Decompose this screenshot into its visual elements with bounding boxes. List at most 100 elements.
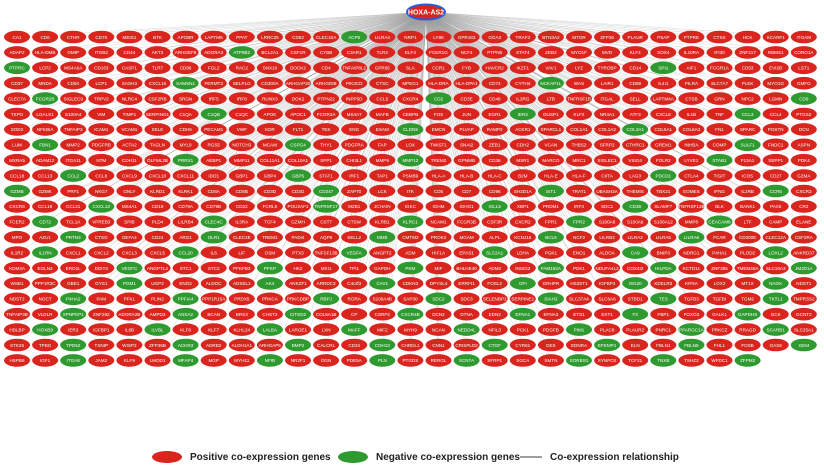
gene-node[interactable]: ADM2 [481,261,508,275]
gene-node[interactable]: C4orf3 [341,277,368,290]
gene-node[interactable]: EDNRA [566,338,592,352]
gene-node[interactable]: HK2 [285,261,311,275]
gene-node[interactable]: ADRB2 [200,338,227,352]
gene-node[interactable]: HS3ST1 [566,277,592,290]
gene-node[interactable]: LCP1 [88,76,115,90]
gene-node[interactable]: VIM [88,107,115,121]
gene-node[interactable]: IL10RA [678,46,705,59]
gene-node[interactable]: CCR5 [762,184,789,198]
gene-node[interactable]: MGAM [453,230,480,244]
gene-node[interactable]: CDH5 [172,123,199,136]
gene-node[interactable]: TPI1 [341,261,368,275]
gene-node[interactable]: CYR61 [509,338,536,352]
gene-node[interactable]: NCKAP1L [537,76,564,90]
gene-node[interactable]: VEGFC [116,261,143,275]
gene-node[interactable]: TAP1 [369,169,396,182]
gene-node[interactable]: IFI30 [706,46,733,59]
gene-node[interactable]: DOCK2 [285,61,311,75]
gene-node[interactable]: PFKL [116,292,143,306]
gene-node[interactable]: NDST1 [790,277,817,290]
gene-node[interactable]: LRRC25 [256,30,283,44]
gene-node[interactable]: KLHL24 [228,323,255,336]
gene-node[interactable]: FCER2 [4,215,30,229]
gene-node[interactable]: COL10A1 [285,153,311,167]
gene-node[interactable]: SNAI2 [453,138,480,152]
gene-node[interactable]: GPR183 [453,30,480,44]
gene-node[interactable]: FAM162A [537,261,564,275]
gene-node[interactable]: TIMP1 [116,107,143,121]
gene-node[interactable]: CD38 [622,200,649,213]
gene-node[interactable]: STC2 [200,261,227,275]
gene-node[interactable]: HLA-E [537,169,564,182]
gene-node[interactable]: IRF5 [200,92,227,105]
gene-node[interactable]: CTLA4 [678,169,705,182]
gene-node[interactable]: GMFG [790,76,817,90]
gene-node[interactable]: ANKZF1 [285,277,311,290]
gene-node[interactable]: CHRDL1 [397,338,424,352]
gene-node[interactable]: PAM [88,292,115,306]
gene-node[interactable]: NTM [88,153,115,167]
gene-node[interactable]: CAMP [762,215,789,229]
gene-node[interactable]: CHST2 [256,307,283,321]
gene-node[interactable]: NCAN [425,323,452,336]
gene-node[interactable]: PRF1 [60,184,87,198]
gene-node[interactable]: PFKFB3 [228,261,255,275]
gene-node[interactable]: XBP1 [509,200,536,213]
gene-node[interactable]: ATP8B2 [228,46,255,59]
gene-node[interactable]: ALDOA [594,246,621,259]
gene-node[interactable]: TMPRSS2 [790,292,817,306]
gene-node[interactable]: LY86 [425,30,452,44]
gene-node[interactable]: ADM [397,246,424,259]
gene-node[interactable]: CD86 [172,61,199,75]
gene-node[interactable]: ITK [397,184,424,198]
gene-node[interactable]: APOBR [172,30,199,44]
gene-node[interactable]: SIGLEC1 [594,153,621,167]
gene-node[interactable]: CTSS [706,30,733,44]
gene-node[interactable]: COL3A1 [622,123,649,136]
gene-node[interactable]: GAPDHS [734,307,761,321]
gene-node[interactable]: MPO [4,230,30,244]
gene-node[interactable]: NCAM1 [425,215,452,229]
gene-node[interactable]: CXCR3 [790,184,817,198]
gene-node[interactable]: BHLHE40 [453,261,480,275]
gene-node[interactable]: OSM [256,246,283,259]
gene-node[interactable]: IL1RN [32,246,59,259]
gene-node[interactable]: KCNJ15 [509,230,536,244]
gene-node[interactable]: FCGR1A [706,61,733,75]
gene-node[interactable]: CLEC7A [4,92,30,105]
gene-node[interactable]: ANKRD37 [790,246,817,259]
gene-node[interactable]: CDH2 [509,138,536,152]
gene-node[interactable]: F3 [622,307,649,321]
gene-node[interactable]: S100A4 [60,107,87,121]
gene-node[interactable]: VLDLR [32,307,59,321]
gene-node[interactable]: SORBS1 [566,354,592,367]
gene-node[interactable]: ENG [341,123,368,136]
gene-node[interactable]: FCGR3A [313,107,340,121]
gene-node[interactable]: CD163 [88,61,115,75]
gene-node[interactable]: APOE [256,107,283,121]
gene-node[interactable]: GZMH [285,215,311,229]
gene-node[interactable]: MEIS1 [116,30,143,44]
gene-node[interactable]: ILVBL [144,323,171,336]
gene-node[interactable]: EFNA1 [509,307,536,321]
gene-node[interactable]: LTF [734,215,761,229]
gene-node[interactable]: AK4 [256,277,283,290]
gene-node[interactable]: CST7 [313,215,340,229]
gene-node[interactable]: MIF [425,261,452,275]
gene-node[interactable]: TNF [706,107,733,121]
gene-node[interactable]: INPP5D [341,92,368,105]
gene-node[interactable]: COL6A3 [678,123,705,136]
gene-node[interactable]: LILRB2 [594,230,621,244]
gene-node[interactable]: SDC2 [425,292,452,306]
gene-node[interactable]: CD68 [622,76,649,90]
gene-node[interactable]: BNIP3 [650,246,677,259]
gene-node[interactable]: SNX10 [256,61,283,75]
gene-node[interactable]: CXCL16 [144,76,171,90]
gene-node[interactable]: CCL13 [32,169,59,182]
gene-node[interactable]: ZEB2 [537,46,564,59]
gene-node[interactable]: SELPLG [228,76,255,90]
gene-node[interactable]: DCN2 [425,307,452,321]
gene-node[interactable]: THY1 [313,138,340,152]
gene-node[interactable]: CNN1 [425,338,452,352]
gene-node[interactable]: PDK4 [790,153,817,167]
